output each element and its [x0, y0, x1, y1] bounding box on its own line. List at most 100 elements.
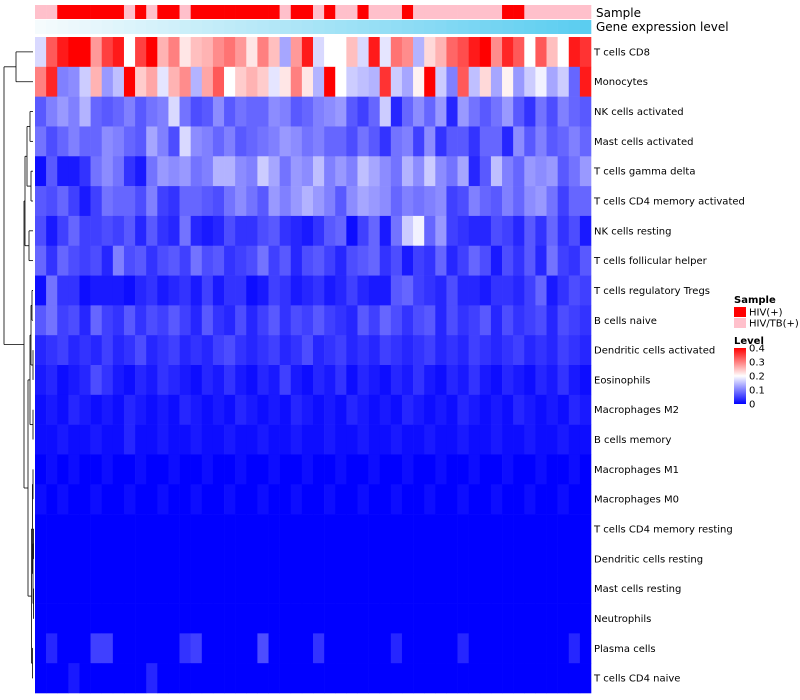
gene-expression-annotation-bar — [35, 20, 592, 34]
heatmap-cell — [268, 484, 280, 515]
sample-annotation-cell — [46, 5, 58, 19]
heatmap-cell — [479, 335, 492, 366]
heatmap-cell — [357, 365, 369, 396]
heatmap-cell — [435, 663, 447, 694]
heatmap-cell — [235, 394, 247, 425]
heatmap-cell — [557, 96, 570, 127]
heatmap-cell — [357, 573, 369, 604]
heatmap-cell — [112, 454, 125, 485]
heatmap-cell — [79, 275, 91, 306]
heatmap-cell — [390, 543, 403, 575]
heatmap-cell — [290, 96, 303, 127]
heatmap-cell — [379, 66, 392, 97]
heatmap-cell — [168, 633, 180, 664]
heatmap-cell — [212, 514, 225, 545]
heatmap-cell — [68, 365, 80, 396]
heatmap-cell — [168, 603, 180, 634]
heatmap-cell — [579, 275, 592, 306]
heatmap-cell — [246, 663, 258, 694]
heatmap-cell — [368, 245, 381, 276]
heatmap-cell — [90, 245, 103, 276]
heatmap-cell — [568, 514, 581, 545]
heatmap-cell — [212, 126, 225, 157]
gene-annotation-cell — [490, 20, 503, 34]
heatmap-cell — [535, 245, 547, 276]
heatmap-cell — [268, 126, 280, 157]
heatmap-cell — [123, 156, 136, 187]
heatmap-cell — [535, 66, 547, 97]
heatmap-cell — [279, 394, 292, 425]
heatmap-cell — [224, 126, 236, 157]
gene-annotation-cell — [401, 20, 414, 34]
heatmap-cell — [224, 454, 236, 485]
heatmap-cell — [168, 37, 180, 68]
heatmap-cell — [279, 156, 292, 187]
heatmap-cell — [301, 514, 314, 545]
heatmap-cell — [168, 365, 180, 396]
heatmap-cell — [424, 305, 436, 336]
gene-annotation-cell — [479, 20, 492, 34]
heatmap-cell — [535, 96, 547, 127]
heatmap-cell — [535, 573, 547, 604]
heatmap-cell — [146, 215, 158, 247]
heatmap-cell — [201, 365, 214, 396]
heatmap-cell — [546, 514, 558, 545]
heatmap-cell — [112, 543, 125, 575]
heatmap-cell — [212, 394, 225, 425]
heatmap-cell — [68, 126, 80, 157]
gene-annotation-cell — [524, 20, 536, 34]
heatmap-cell — [268, 365, 280, 396]
heatmap-cell — [146, 186, 158, 217]
heatmap-cell — [279, 96, 292, 127]
heatmap-cell — [357, 394, 369, 425]
heatmap-cell — [546, 156, 558, 187]
heatmap-cell — [279, 424, 292, 455]
heatmap-cell — [346, 424, 358, 455]
heatmap-cell — [446, 454, 458, 485]
heatmap-cell — [435, 186, 447, 217]
heatmap-cell — [190, 543, 203, 575]
heatmap-cell — [546, 186, 558, 217]
heatmap-cell — [468, 186, 481, 217]
heatmap-cell — [212, 603, 225, 634]
heatmap-cell — [335, 156, 347, 187]
heatmap-cell — [324, 543, 336, 575]
heatmap-cell — [457, 663, 469, 694]
heatmap-cell — [179, 365, 191, 396]
heatmap-cell — [146, 514, 158, 545]
heatmap-cell — [224, 663, 236, 694]
heatmap-cell — [90, 215, 103, 247]
gene-annotation-cell — [579, 20, 592, 34]
heatmap-cell — [457, 365, 469, 396]
sample-annotation-cell — [513, 5, 525, 19]
heatmap-cell — [246, 365, 258, 396]
heatmap-cell — [424, 633, 436, 664]
heatmap-cell — [557, 126, 570, 157]
heatmap-cell — [413, 514, 425, 545]
heatmap-cell — [224, 424, 236, 455]
heatmap-cell — [390, 186, 403, 217]
heatmap-cell — [190, 37, 203, 68]
heatmap-cell — [101, 186, 114, 217]
heatmap-cell — [379, 186, 392, 217]
heatmap-cell — [424, 573, 436, 604]
heatmap-cell — [179, 186, 191, 217]
heatmap-cell — [535, 126, 547, 157]
heatmap-cell — [490, 96, 503, 127]
heatmap-cell — [490, 603, 503, 634]
heatmap-cell — [224, 245, 236, 276]
heatmap-cell — [157, 424, 169, 455]
heatmap-cell — [201, 215, 214, 247]
heatmap-cell — [190, 66, 203, 97]
heatmap-cell — [146, 275, 158, 306]
heatmap-cell — [57, 335, 69, 366]
heatmap-cell — [35, 633, 47, 664]
heatmap-cell — [413, 543, 425, 575]
heatmap-cell — [435, 305, 447, 336]
heatmap-cell — [301, 96, 314, 127]
heatmap-cell — [324, 335, 336, 366]
heatmap-cell — [335, 543, 347, 575]
heatmap-cell — [357, 186, 369, 217]
heatmap-cell — [201, 663, 214, 694]
row-dendrogram — [3, 51, 34, 679]
